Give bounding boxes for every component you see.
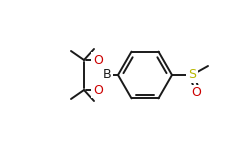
Text: O: O bbox=[191, 87, 201, 99]
Text: B: B bbox=[103, 69, 111, 81]
Text: S: S bbox=[188, 69, 196, 81]
Text: O: O bbox=[93, 84, 103, 96]
Text: O: O bbox=[93, 54, 103, 66]
